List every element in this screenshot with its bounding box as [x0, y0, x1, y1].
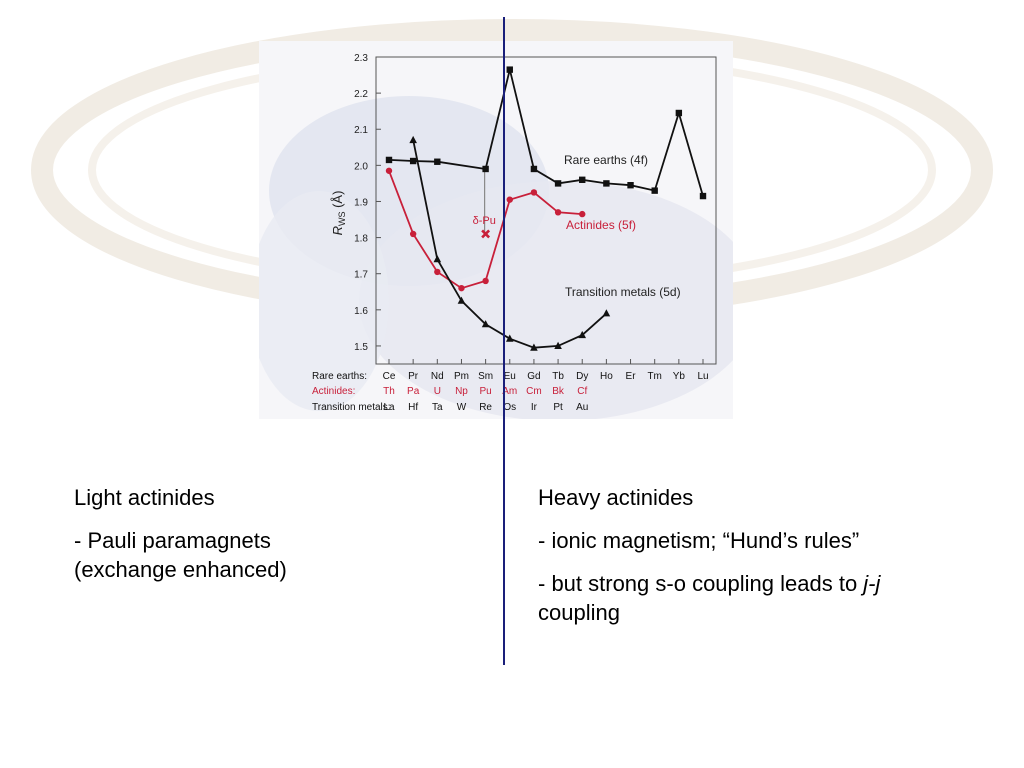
series-rare-earths-point	[675, 109, 683, 117]
right-column: Heavy actinides - ionic magnetism; “Hund…	[538, 483, 1008, 641]
y-tick-label: 2.0	[354, 161, 368, 172]
series-actinides-point	[579, 210, 586, 218]
x-tick-label: Tm	[647, 371, 661, 382]
decorative-blob	[259, 191, 389, 411]
decorative-blob	[359, 181, 733, 419]
series-transition-metals-point	[409, 135, 417, 144]
x-tick-label: Gd	[527, 371, 540, 382]
y-tick-label: 2.1	[354, 125, 368, 136]
x-row-label: Actinides:	[312, 386, 355, 397]
x-tick-label: Th	[383, 386, 395, 397]
series-actinides-point	[458, 284, 465, 292]
left-bullet: - Pauli paramagnets (exchange enhanced)	[74, 526, 474, 584]
x-tick-label: Tb	[552, 371, 564, 382]
y-tick-label: 1.7	[354, 270, 368, 281]
left-column: Light actinides - Pauli paramagnets (exch…	[74, 483, 474, 598]
series-rare-earths-point	[651, 187, 658, 194]
plot-frame	[375, 56, 717, 365]
x-tick-label: Pu	[479, 386, 491, 397]
x-tick-label: Cm	[526, 386, 542, 397]
x-tick-label: U	[434, 386, 441, 397]
x-tick-label: La	[383, 402, 395, 413]
series-rare-earths-point	[530, 165, 538, 173]
series-transition-metals-point	[433, 255, 442, 263]
series-transition-metals-point	[457, 296, 466, 304]
x-tick-label: Np	[455, 386, 468, 397]
x-tick-label: Bk	[552, 386, 565, 397]
x-tick-label: Ir	[531, 402, 538, 413]
x-tick-label: Dy	[576, 371, 588, 382]
series-rare-earths-point	[385, 156, 393, 164]
x-tick-label: Nd	[431, 371, 444, 382]
left-line-2: (exchange enhanced)	[74, 557, 287, 582]
left-heading: Light actinides	[74, 485, 215, 510]
y-tick-label: 2.3	[354, 53, 368, 64]
y-tick-label: 1.9	[354, 197, 368, 208]
series-actinides-point	[434, 268, 441, 276]
right-bullet-2-end: coupling	[538, 600, 620, 625]
y-tick-label: 2.2	[354, 89, 368, 100]
x-tick-label: Am	[502, 386, 517, 397]
x-tick-label: Pm	[454, 371, 469, 382]
y-tick-label: 1.6	[354, 306, 368, 317]
x-tick-label: Er	[626, 371, 637, 382]
x-tick-label: Re	[479, 402, 492, 413]
series-actinides-point	[482, 277, 489, 285]
right-bullet-2: - but strong s-o coupling leads to j-j co…	[538, 569, 1008, 627]
x-tick-label: Eu	[504, 371, 516, 382]
x-tick-label: Lu	[697, 371, 708, 382]
series-actinides-point	[409, 230, 417, 238]
series-transition-metals-point	[505, 334, 514, 342]
x-tick-label: Pr	[408, 371, 419, 382]
series-rare-earths-point	[554, 180, 562, 187]
series-rare-earths-label: Rare earths (4f)	[564, 153, 648, 167]
right-bullet-1: - ionic magnetism; “Hund’s rules”	[538, 528, 860, 553]
right-bullet-2-italic: j-j	[863, 571, 881, 596]
x-tick-label: Ce	[383, 371, 396, 382]
x-tick-label: Pa	[407, 386, 420, 397]
series-rare-earths-point	[627, 182, 634, 189]
left-line-1: - Pauli paramagnets	[74, 528, 271, 553]
series-rare-earths-point	[699, 192, 707, 200]
series-transition-metals-label: Transition metals (5d)	[565, 285, 681, 299]
x-row-label: Rare earths:	[312, 371, 367, 382]
series-transition-metals-point	[530, 343, 538, 351]
series-rare-earths-point	[409, 157, 417, 165]
x-tick-label: Pt	[553, 402, 563, 413]
x-tick-label: Sm	[478, 371, 493, 382]
series-rare-earths-point	[506, 66, 513, 73]
y-axis-label: RWS (Å)	[330, 191, 347, 236]
series-actinides-label: Actinides (5f)	[566, 218, 636, 232]
column-divider	[503, 17, 505, 665]
series-transition-metals-point	[554, 341, 562, 349]
series-transition-metals-point	[602, 309, 611, 317]
right-bullet-2-text: - but strong s-o coupling leads to	[538, 571, 864, 596]
series-actinides-point	[385, 167, 393, 174]
series-rare-earths-point	[579, 176, 586, 183]
right-heading: Heavy actinides	[538, 485, 694, 510]
x-tick-label: Ho	[600, 371, 613, 382]
series-actinides-point	[554, 209, 562, 216]
series-actinides-point	[530, 189, 538, 196]
series-rare-earths-point	[434, 158, 441, 165]
x-tick-label: Au	[576, 402, 588, 413]
x-tick-label: Ta	[432, 402, 443, 413]
series-rare-earths-point	[603, 180, 610, 187]
x-row-label: Transition metals:	[312, 402, 391, 413]
delta-pu-label: δ-Pu	[473, 215, 496, 227]
series-transition-metals-point	[578, 330, 587, 339]
x-tick-label: W	[457, 402, 467, 413]
delta-pu-marker	[481, 229, 491, 239]
series-rare-earths-point	[482, 165, 489, 173]
y-tick-label: 1.8	[354, 234, 368, 245]
series-transition-metals-point	[481, 320, 490, 328]
radius-chart: 1.5 1.6 1.7 1.8 1.9 2.0 2.1 2.2 2.3 RWS (Å) Rare e…	[259, 53, 733, 419]
x-tick-label: Hf	[408, 402, 418, 413]
x-tick-label: Yb	[673, 371, 686, 382]
y-tick-label: 1.5	[354, 342, 368, 353]
x-tick-label: Os	[503, 402, 516, 413]
series-actinides-point	[506, 196, 513, 203]
x-tick-label: Cf	[577, 386, 587, 397]
